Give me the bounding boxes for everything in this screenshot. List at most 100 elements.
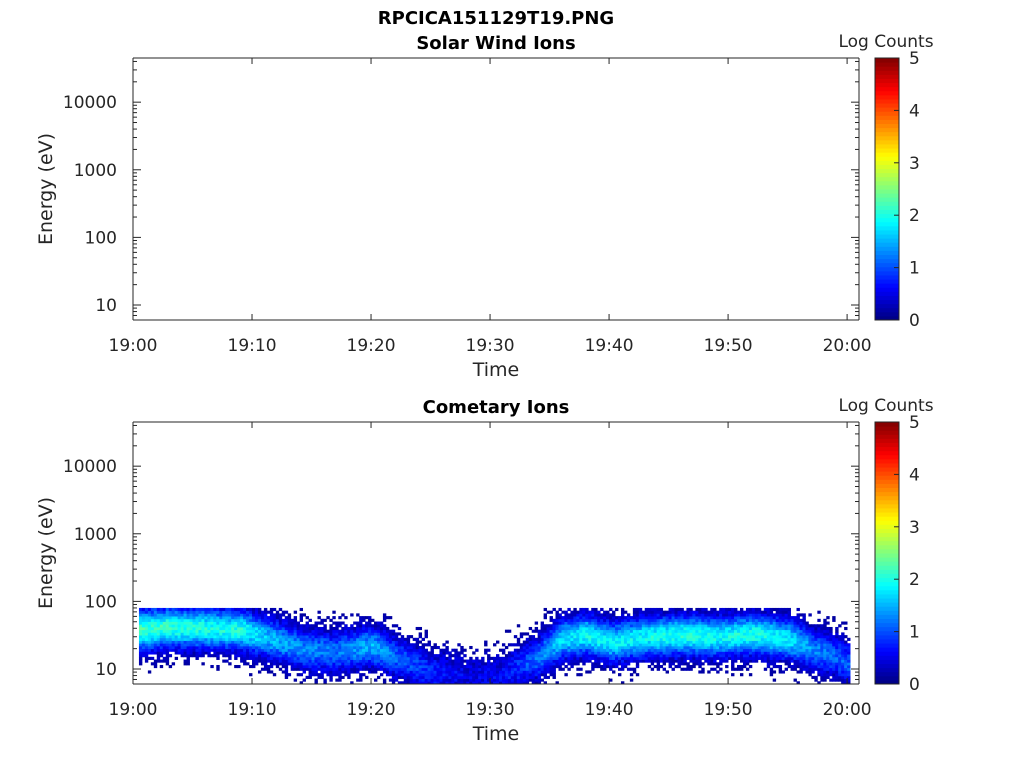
spectrogram-cell [177,643,182,647]
spectrogram-cell [141,651,146,655]
spectrogram-cell [198,626,202,631]
spectrogram-cell [612,643,616,647]
spectrogram-cell [293,616,298,620]
spectrogram-cell [400,656,405,660]
spectrogram-cell [534,645,539,650]
colorbar-segment [875,557,899,562]
spectrogram-cell [612,656,616,660]
spectrogram-cell [647,664,652,669]
spectrogram-cell [272,635,277,639]
spectrogram-cell [400,645,405,650]
spectrogram-cell [397,659,402,663]
spectrogram-cell [570,610,574,614]
spectrogram-cell [394,643,399,647]
spectrogram-cell [719,654,723,658]
spectrogram-cell [332,656,336,660]
spectrogram-cell [385,626,390,631]
spectrogram-cell [445,681,449,684]
spectrogram-cell [391,637,396,641]
spectrogram-cell [213,610,217,614]
spectrogram-cell [766,664,771,669]
x-axis-solar-wind: 19:00 19:10 19:20 19:30 19:40 19:50 20:00 [109,58,872,356]
spectrogram-cell [814,678,818,682]
spectrogram-cell [766,635,771,639]
spectrogram-cell [335,664,339,669]
spectrogram-cell [662,645,666,650]
spectrogram-cell [287,624,292,628]
spectrogram-cell [546,675,550,679]
spectrogram-cell [275,640,280,644]
spectrogram-cell [829,632,833,636]
spectrogram-cell [362,648,366,652]
spectrogram-cell [433,664,437,669]
spectrogram-cell [716,651,720,655]
spectrogram-cell [287,629,292,633]
spectrogram-cell [561,656,565,660]
spectrogram-cell [379,654,384,658]
spectrogram-cell [246,656,250,660]
spectrogram-cell [597,651,601,655]
spectrogram-cell [609,654,613,658]
spectrogram-cell [412,651,417,655]
spectrogram-cell [225,654,229,658]
spectrogram-cell [787,664,791,669]
colorbar-segment [875,634,899,640]
spectrogram-cell [707,629,711,633]
spectrogram-cell [582,640,586,644]
spectrogram-cell [263,618,268,622]
spectrogram-cell [576,629,580,633]
spectrogram-cell [382,651,387,655]
spectrogram-cell [231,648,235,652]
spectrogram-cell [626,659,631,663]
spectrogram-cell [650,645,655,650]
spectrogram-cell [504,645,509,650]
spectrogram-cell [552,626,556,631]
spectrogram-cell [329,664,333,669]
spectrogram-cell [811,629,815,633]
spectrogram-cell [597,656,601,660]
colorbar-tick-label: 2 [909,570,920,590]
spectrogram-cell [772,678,777,682]
spectrogram-cell [677,629,681,633]
spectrogram-cell [635,656,640,660]
spectrogram-cell [326,629,330,633]
spectrogram-cell [617,648,622,652]
spectrogram-cell [739,645,744,650]
spectrogram-cell [293,662,298,666]
spectrogram-cell [237,643,241,647]
spectrogram-cell [793,667,797,671]
spectrogram-cell [153,621,158,625]
y-tick-label: 1000 [74,525,117,545]
spectrogram-cell [368,618,372,622]
spectrogram-cell [314,662,318,666]
spectrogram-cell [612,648,616,652]
spectrogram-cell [555,613,559,617]
spectrogram-cell [171,640,176,644]
spectrogram-cell [180,610,184,614]
spectrogram-cell [742,645,747,650]
spectrogram-cell [603,656,607,660]
spectrogram-cell [832,635,836,639]
spectrogram-cell [662,635,666,639]
spectrogram-cell [510,659,515,663]
spectrogram-cell [632,643,637,647]
spectrogram-cell [665,626,669,631]
spectrogram-cell [799,662,803,666]
spectrogram-cell [180,635,184,639]
spectrogram-cell [150,637,155,641]
spectrogram-cell [844,681,848,684]
spectrogram-cell [320,664,324,669]
spectrogram-cell [504,673,509,677]
spectrogram-cell [272,616,277,620]
spectrogram-cell [201,629,205,633]
spectrogram-cell [754,629,759,633]
spectrogram-cell [207,648,211,652]
spectrogram-cell [394,673,399,677]
spectrogram-cell [817,681,821,684]
spectrogram-cell [698,645,702,650]
spectrogram-cell [823,618,827,622]
spectrogram-cell [371,618,375,622]
spectrogram-cell [281,632,286,636]
spectrogram-cell [528,637,533,641]
spectrogram-cell [585,621,589,625]
